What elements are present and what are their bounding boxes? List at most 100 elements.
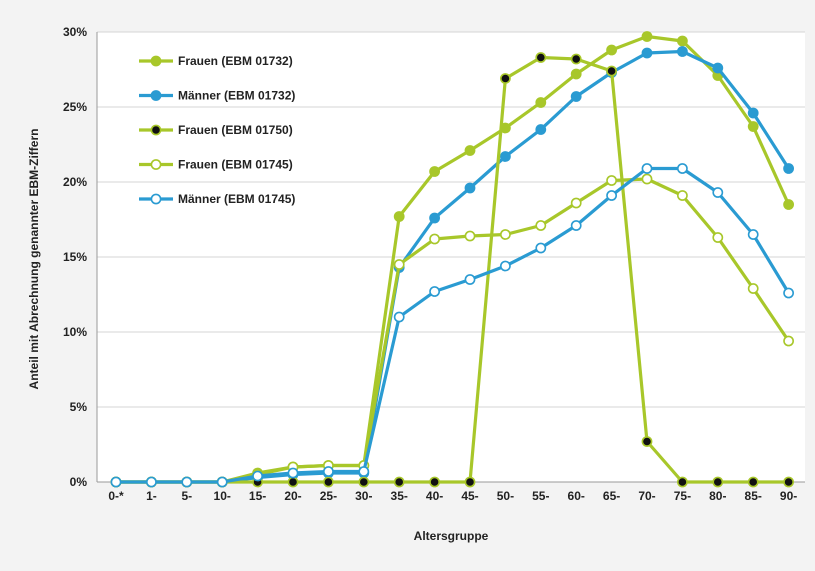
series-layer xyxy=(110,31,794,488)
y-axis-title: Anteil mit Abrechnung genannter EBM-Ziff… xyxy=(27,129,41,390)
data-point xyxy=(252,470,263,482)
legend-label: Frauen (EBM 01750) xyxy=(178,123,293,137)
x-tick-label: 15- xyxy=(249,489,266,503)
y-tick-label: 5% xyxy=(70,400,88,414)
data-point xyxy=(641,173,653,185)
data-point xyxy=(322,466,334,477)
x-tick-label: 75- xyxy=(674,489,691,503)
data-point xyxy=(606,190,617,201)
y-tick-label: 0% xyxy=(70,475,88,489)
data-point xyxy=(287,467,299,479)
data-point xyxy=(393,311,405,323)
data-point xyxy=(429,166,440,177)
legend: Frauen (EBM 01732) Männer (EBM 01732) Frau… xyxy=(139,54,295,206)
x-tick-label: 30- xyxy=(355,489,372,503)
data-point xyxy=(570,91,582,102)
data-point xyxy=(747,107,759,119)
data-point xyxy=(783,335,794,347)
data-point xyxy=(677,163,688,174)
data-point xyxy=(499,229,511,240)
data-point xyxy=(783,199,794,210)
data-point xyxy=(499,260,511,272)
series-5 xyxy=(110,163,794,488)
x-tick-label: 0-* xyxy=(108,489,124,503)
x-axis-ticks: 0-* 1- 5- 10- 15- 20- 25- 30- 35- 40- 45- 50- 55- 60-… xyxy=(108,489,797,503)
data-point xyxy=(570,53,582,65)
legend-item: Frauen (EBM 01750) xyxy=(139,123,293,137)
series-line xyxy=(116,166,790,484)
x-tick-label: 1- xyxy=(146,489,157,503)
data-point xyxy=(429,233,440,245)
legend-label: Frauen (EBM 01745) xyxy=(178,158,293,172)
data-point xyxy=(110,476,122,488)
legend-label: Männer (EBM 01732) xyxy=(178,89,295,103)
data-point xyxy=(287,476,299,488)
x-tick-label: 80- xyxy=(709,489,726,503)
data-point xyxy=(570,220,582,231)
x-tick-label: 60- xyxy=(568,489,585,503)
data-point xyxy=(499,151,511,162)
data-point xyxy=(358,466,370,477)
data-point xyxy=(783,287,794,299)
data-point xyxy=(606,175,617,186)
data-point xyxy=(464,145,476,156)
y-tick-label: 25% xyxy=(63,100,87,114)
data-point xyxy=(641,47,653,59)
x-tick-label: 65- xyxy=(603,489,620,503)
data-point xyxy=(393,211,405,222)
y-axis-ticks: 0% 5% 10% 15% 20% 25% 30% xyxy=(63,25,87,489)
data-point xyxy=(429,212,440,224)
x-tick-label: 45- xyxy=(461,489,478,503)
data-point xyxy=(677,46,688,57)
data-point xyxy=(747,229,759,240)
data-point xyxy=(677,190,688,201)
data-point xyxy=(216,476,228,488)
data-point xyxy=(464,274,476,285)
data-point xyxy=(712,187,724,198)
data-point xyxy=(677,476,688,488)
data-point xyxy=(747,283,759,294)
data-point xyxy=(429,476,440,488)
data-point xyxy=(358,476,370,488)
y-tick-label: 20% xyxy=(63,175,87,189)
x-tick-label: 20- xyxy=(284,489,301,503)
data-point xyxy=(464,230,476,242)
data-point xyxy=(641,436,653,447)
x-tick-label: 55- xyxy=(532,489,549,503)
legend-marker xyxy=(150,90,162,101)
data-point xyxy=(535,242,547,254)
y-tick-label: 30% xyxy=(63,25,87,39)
x-tick-label: 35- xyxy=(391,489,408,503)
legend-item: Männer (EBM 01732) xyxy=(139,89,295,103)
legend-marker xyxy=(150,159,162,170)
legend-item: Frauen (EBM 01745) xyxy=(139,158,293,172)
y-tick-label: 10% xyxy=(63,325,87,339)
legend-label: Männer (EBM 01745) xyxy=(178,192,295,206)
data-point xyxy=(393,476,405,488)
data-point xyxy=(499,73,511,84)
data-point xyxy=(535,124,547,135)
legend-marker xyxy=(150,55,162,67)
data-point xyxy=(464,476,476,488)
data-point xyxy=(747,121,759,132)
data-point xyxy=(641,163,653,174)
data-point xyxy=(677,35,688,47)
x-tick-label: 40- xyxy=(426,489,443,503)
data-point xyxy=(712,476,724,488)
x-tick-label: 85- xyxy=(745,489,762,503)
data-point xyxy=(712,62,724,74)
legend-marker xyxy=(150,124,162,136)
x-tick-label: 5- xyxy=(181,489,192,503)
data-point xyxy=(570,197,582,209)
x-tick-label: 50- xyxy=(497,489,514,503)
data-point xyxy=(712,232,724,243)
x-tick-label: 70- xyxy=(638,489,655,503)
data-point xyxy=(322,476,334,488)
x-tick-label: 25- xyxy=(320,489,337,503)
legend-item: Männer (EBM 01745) xyxy=(139,192,295,206)
data-point xyxy=(570,68,582,80)
data-point xyxy=(535,52,547,63)
data-point xyxy=(747,476,759,488)
